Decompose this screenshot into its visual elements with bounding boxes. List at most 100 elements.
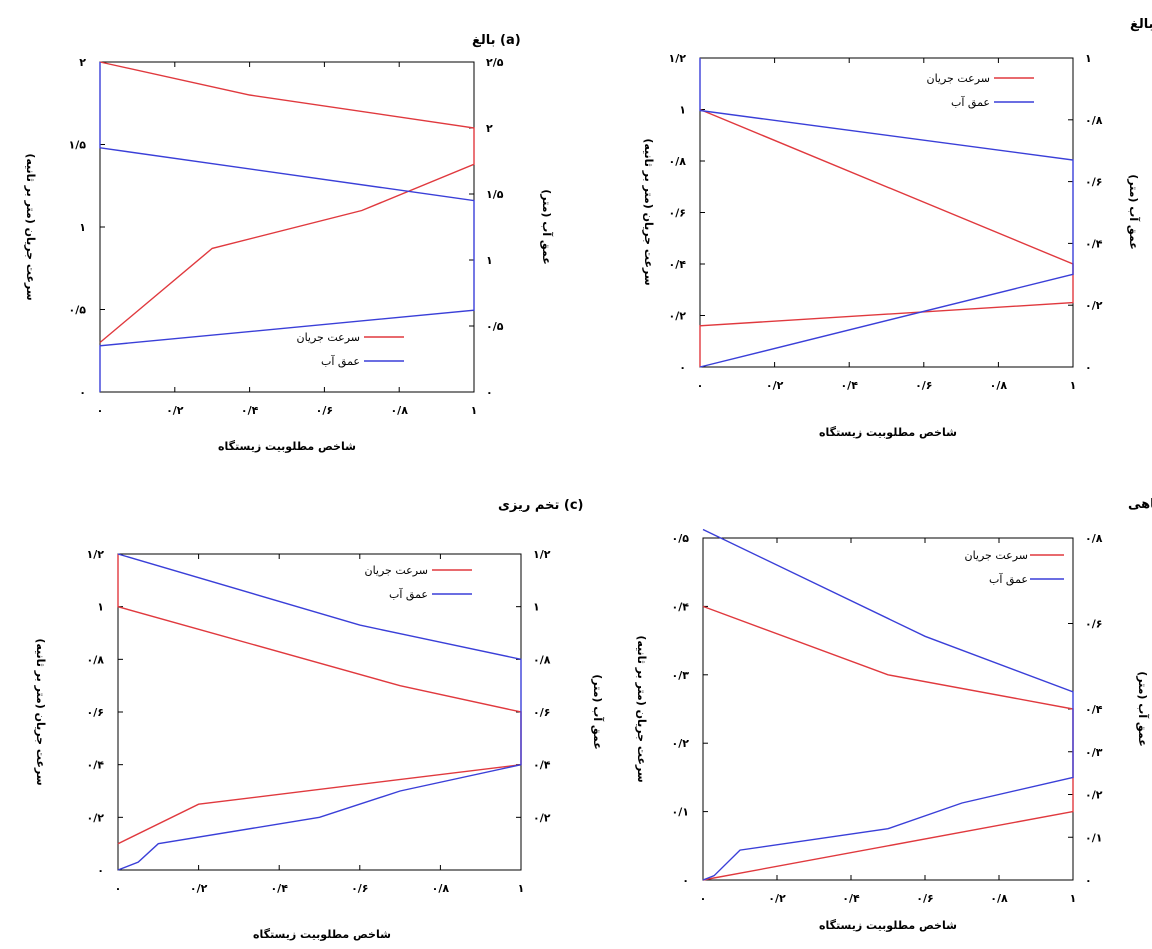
x-tick-label: ۰/۴ (241, 404, 259, 417)
plot-frame (117, 553, 522, 871)
y-tick-label: ۰/۲ (669, 310, 687, 323)
x-tick-label: ۰/۴ (840, 379, 858, 392)
x-axis-label: شاخص مطلوبیت زیستگاه (218, 440, 356, 453)
series-line-2 (702, 528, 1074, 881)
y-tick-label: ۰/۶ (87, 706, 104, 719)
x-tick-label: ۰/۶ (916, 892, 933, 905)
y2-tick-label: ۰/۸ (1085, 532, 1103, 545)
x-tick-label: ۱ (1070, 379, 1077, 392)
y-tick-label: ۱ (97, 601, 104, 614)
plot-frame (99, 61, 475, 393)
y2-tick-label: ۱ (1085, 52, 1092, 65)
y2-axis-label: عمق آب (متر) (1136, 671, 1150, 747)
y2-tick-label: ۰ (486, 386, 493, 399)
chart-title: (d) بچه ماهی (1128, 497, 1152, 512)
x-tick-label: ۰/۸ (432, 882, 450, 895)
x-tick-label: ۱ (518, 882, 525, 895)
y2-tick-label: ۱ (533, 601, 540, 614)
y-axis-label: سرعت جریان (متر بر ثانیه) (635, 635, 648, 782)
chart-title: (c) تخم ریزی (498, 498, 583, 513)
x-tick-label: ۰/۲ (190, 882, 208, 895)
y2-tick-label: ۰/۴ (1085, 703, 1103, 716)
x-tick-label: ۰/۸ (990, 379, 1008, 392)
x-axis-label: شاخص مطلوبیت زیستگاه (819, 919, 957, 932)
legend-label: سرعت جریان (296, 331, 360, 344)
x-tick-label: ۰ (97, 404, 104, 417)
y-tick-label: ۱ (79, 221, 86, 234)
y2-tick-label: ۰/۶ (533, 706, 550, 719)
chart-title: (b) نابالغ (1130, 17, 1152, 32)
y2-tick-label: ۰/۴ (533, 759, 551, 772)
y2-axis-label: عمق آب (متر) (540, 189, 554, 265)
x-tick-label: ۰/۴ (270, 882, 288, 895)
x-tick-label: ۰/۴ (842, 892, 860, 905)
chart-panel-2: ۰ ۰/۲ ۰/۴ ۰/۶ ۰/۸ ۱۰۰/۲۰/۴۰/۶۰/۸۱۱/۲۰۰/۲۰/۴۰/… (642, 17, 1152, 439)
y-axis-label: سرعت جریان (متر بر ثانیه) (34, 638, 47, 785)
y-tick-label: ۰/۴ (672, 600, 690, 613)
legend-label: عمق آب (389, 587, 428, 602)
series-line-2 (99, 62, 475, 392)
x-tick-label: ۱ (471, 404, 478, 417)
y2-tick-label: ۲/۵ (486, 56, 504, 69)
x-axis-label: شاخص مطلوبیت زیستگاه (819, 426, 957, 439)
y2-tick-label: ۰/۳ (1085, 746, 1103, 759)
y-tick-label: ۱/۲ (87, 548, 105, 561)
y-axis-label: سرعت جریان (متر بر ثانیه) (24, 153, 37, 300)
legend-label: سرعت جریان (926, 72, 990, 85)
y2-tick-label: ۰ (1085, 874, 1092, 887)
x-tick-label: ۰ (700, 892, 707, 905)
y-tick-label: ۰/۵ (69, 304, 87, 317)
series-line-1 (699, 108, 1074, 367)
y2-tick-label: ۰/۲ (1085, 789, 1103, 802)
series-line-2 (699, 58, 1074, 368)
chart-panel-3: ۰ ۰/۲ ۰/۴ ۰/۶ ۰/۸ ۱ ۰ ۰/۲ ۰/۴ ۰/۶ ۰/۸ ۱ ۱/۲ ۰/۲ ۰/۴ ۰/۶… (34, 498, 605, 941)
series-line-1 (99, 61, 475, 344)
x-tick-label: ۰/۲ (766, 379, 784, 392)
y-tick-label: ۰/۴ (87, 759, 105, 772)
y2-tick-label: ۱/۵ (486, 188, 504, 201)
y-tick-label: ۰ (97, 864, 104, 877)
series-line-1 (117, 554, 522, 845)
y2-tick-label: ۰/۲ (533, 811, 551, 824)
y-tick-label: ۰/۲ (672, 737, 690, 750)
y-tick-label: ۰/۳ (672, 669, 690, 682)
y-axis-label: سرعت جریان (متر بر ثانیه) (642, 138, 655, 285)
y-tick-label: ۱/۲ (669, 52, 687, 65)
x-tick-label: ۰/۲ (768, 892, 786, 905)
y-tick-label: ۰ (679, 361, 686, 374)
x-tick-label: ۰/۶ (351, 882, 368, 895)
x-tick-label: ۱ (1070, 892, 1077, 905)
legend-label: عمق آب (951, 95, 990, 110)
x-tick-label: ۰/۸ (990, 892, 1008, 905)
y2-tick-label: ۰/۴ (1085, 237, 1103, 250)
y2-tick-label: ۲ (486, 122, 493, 135)
y2-tick-label: ۰/۶ (1085, 618, 1102, 631)
y-tick-label: ۰/۴ (669, 258, 687, 271)
x-axis-label: شاخص مطلوبیت زیستگاه (253, 928, 391, 941)
y-tick-label: ۰/۶ (669, 207, 686, 220)
legend-label: سرعت جریان (964, 549, 1028, 562)
x-tick-label: ۰/۲ (166, 404, 184, 417)
y-tick-label: ۲ (79, 56, 86, 69)
y-tick-label: ۰/۵ (672, 532, 690, 545)
x-tick-label: ۰/۸ (390, 404, 408, 417)
y-tick-label: ۰/۱ (672, 806, 689, 819)
y-tick-label: ۰ (79, 386, 86, 399)
y-tick-label: ۱ (679, 104, 686, 117)
y2-tick-label: ۰/۸ (533, 653, 551, 666)
y2-tick-label: ۰/۵ (486, 320, 504, 333)
legend-label: سرعت جریان (364, 564, 428, 577)
y2-tick-label: ۰/۸ (1085, 114, 1103, 127)
y-tick-label: ۰/۸ (87, 653, 105, 666)
x-tick-label: ۰/۶ (316, 404, 333, 417)
y2-tick-label: ۰/۲ (1085, 299, 1103, 312)
y2-tick-label: ۱ (486, 254, 493, 267)
legend-label: عمق آب (321, 354, 360, 369)
y-tick-label: ۱/۵ (69, 139, 87, 152)
y2-tick-label: ۰/۶ (1085, 176, 1102, 189)
x-tick-label: ۰ (697, 379, 704, 392)
y2-axis-label: عمق آب (متر) (591, 674, 605, 750)
x-tick-label: ۰ (115, 882, 122, 895)
y-tick-label: ۰/۲ (87, 811, 105, 824)
